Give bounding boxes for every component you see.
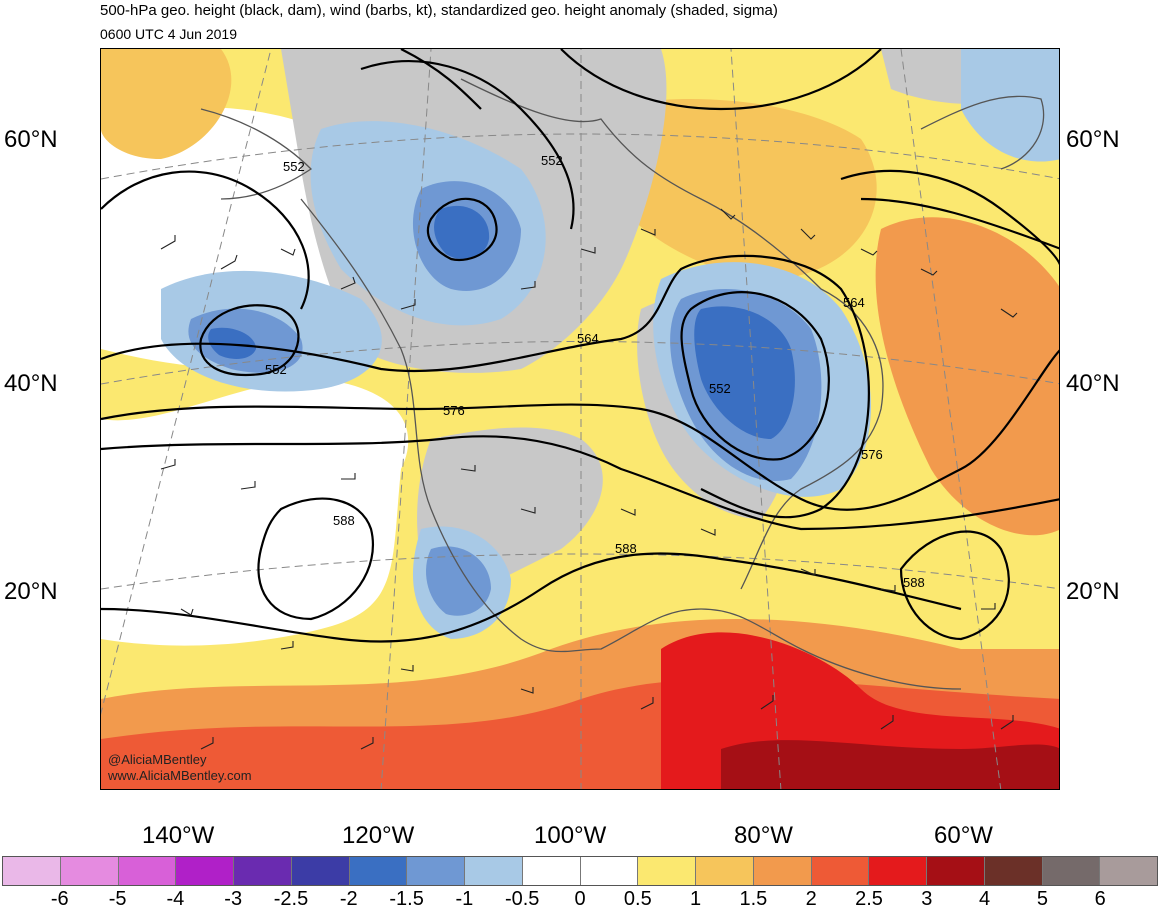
contour-552 xyxy=(426,197,498,262)
colorbar-swatch xyxy=(522,857,581,885)
anomaly-shade-negative xyxy=(694,306,795,439)
contour-label: 552 xyxy=(265,362,287,377)
anomaly-shade-positive xyxy=(721,740,1059,789)
colorbar-tick-label: 4 xyxy=(979,888,991,910)
colorbar-tick-label: -2.5 xyxy=(273,888,309,910)
contour-label: 564 xyxy=(843,295,865,310)
colorbar-swatch xyxy=(1042,857,1101,885)
contour-label: 588 xyxy=(903,575,925,590)
contour-label: 564 xyxy=(577,331,599,346)
contour-label: 552 xyxy=(541,153,563,168)
colorbar-swatch xyxy=(407,857,465,885)
colorbar-tick-label: -0.5 xyxy=(504,888,540,910)
contour-576 xyxy=(101,435,1059,531)
colorbar-swatch xyxy=(927,857,985,885)
colorbar-swatch xyxy=(349,857,408,885)
colorbar-swatch xyxy=(3,857,61,885)
anomaly-shade-negative xyxy=(208,327,256,359)
anomaly-shade-positive xyxy=(875,217,1059,536)
colorbar-swatch xyxy=(234,857,292,885)
valid-time: 0600 UTC 4 Jun 2019 xyxy=(100,26,237,42)
map-panel: 552 552 552 564 552 564 576 576 588 588 … xyxy=(100,48,1060,790)
colorbar-tick-label: 3 xyxy=(921,888,933,910)
contour-label: 552 xyxy=(709,381,731,396)
anomaly-shade-negative xyxy=(434,205,490,259)
contour-552 xyxy=(199,304,300,377)
lat-label-left: 40°N xyxy=(4,370,58,397)
colorbar-swatch xyxy=(869,857,927,885)
colorbar-tick-label: 2 xyxy=(805,888,817,910)
contour-label: 588 xyxy=(615,541,637,556)
colorbar-tick-label: -1.5 xyxy=(389,888,424,910)
colorbar-tick-label: -5 xyxy=(108,888,127,910)
contour-label: 588 xyxy=(333,513,355,528)
lat-label-left: 20°N xyxy=(4,578,58,605)
contour-588 xyxy=(101,552,962,643)
colorbar-swatch xyxy=(60,857,119,885)
colorbar-tick-label: -4 xyxy=(166,888,185,910)
contour-552 xyxy=(680,291,830,461)
colorbar-swatch xyxy=(118,857,177,885)
anomaly-shade-positive xyxy=(101,49,232,159)
colorbar-tick-label: 2.5 xyxy=(855,888,883,910)
lon-label: 140°W xyxy=(142,822,215,849)
colorbar-swatch xyxy=(638,857,696,885)
lon-label: 120°W xyxy=(342,822,415,849)
colorbar-swatch xyxy=(176,857,234,885)
colorbar xyxy=(2,856,1158,886)
lon-label: 80°W xyxy=(734,822,793,849)
colorbar-swatch xyxy=(696,857,754,885)
colorbar-swatch xyxy=(465,857,523,885)
colorbar-tick-label: 1.5 xyxy=(739,888,768,910)
colorbar-tick-label: -2 xyxy=(339,888,358,910)
contour-label: 576 xyxy=(861,447,883,462)
colorbar-tick-label: -6 xyxy=(50,888,69,910)
coastlines xyxy=(200,78,1045,690)
chart-title: 500-hPa geo. height (black, dam), wind (… xyxy=(100,2,778,19)
contour-588 xyxy=(257,497,374,621)
anomaly-shade-negative xyxy=(426,546,491,616)
contour-564 xyxy=(101,254,870,519)
colorbar-tick-label: 6 xyxy=(1094,888,1106,910)
colorbar-tick-label: 0 xyxy=(574,888,586,910)
colorbar-swatch xyxy=(1100,857,1157,885)
anomaly-shade-negative xyxy=(961,49,1059,162)
lat-label-left: 60°N xyxy=(4,126,58,153)
height-contours xyxy=(101,49,1059,643)
colorbar-tick-label: -3 xyxy=(224,888,243,910)
colorbar-swatch xyxy=(291,857,350,885)
colorbar-tick-label: 0.5 xyxy=(623,888,652,910)
contour-label: 576 xyxy=(443,403,465,418)
colorbar-tick-label: 5 xyxy=(1036,888,1048,910)
lat-label-right: 20°N xyxy=(1066,578,1120,605)
colorbar-swatch xyxy=(580,857,639,885)
colorbar-labels: -6 -5 -4 -3 -2.5 -2 -1.5 -1 -0.5 0 0.5 1 1.5 2 2.5 3 4 5 6 xyxy=(0,888,1160,912)
lat-label-right: 60°N xyxy=(1066,126,1120,153)
lon-label: 100°W xyxy=(534,822,607,849)
lat-label-right: 40°N xyxy=(1066,370,1120,397)
colorbar-swatch xyxy=(984,857,1043,885)
contour-576 xyxy=(101,349,1059,511)
map-canvas: 552 552 552 564 552 564 576 576 588 588 … xyxy=(101,49,1059,789)
anomaly-shade-neutral xyxy=(101,379,409,646)
credit-handle: @AliciaMBentley xyxy=(108,752,207,767)
colorbar-tick-label: 1 xyxy=(690,888,702,910)
colorbar-swatch xyxy=(811,857,870,885)
contour-588 xyxy=(899,530,1010,641)
colorbar-swatch xyxy=(753,857,812,885)
credit-site: www.AliciaMBentley.com xyxy=(108,768,252,783)
colorbar-tick-label: -1 xyxy=(455,888,474,910)
lon-label: 60°W xyxy=(934,822,993,849)
wind-barbs xyxy=(160,208,1018,750)
contour-label: 552 xyxy=(283,159,305,174)
graticule xyxy=(101,49,1059,789)
